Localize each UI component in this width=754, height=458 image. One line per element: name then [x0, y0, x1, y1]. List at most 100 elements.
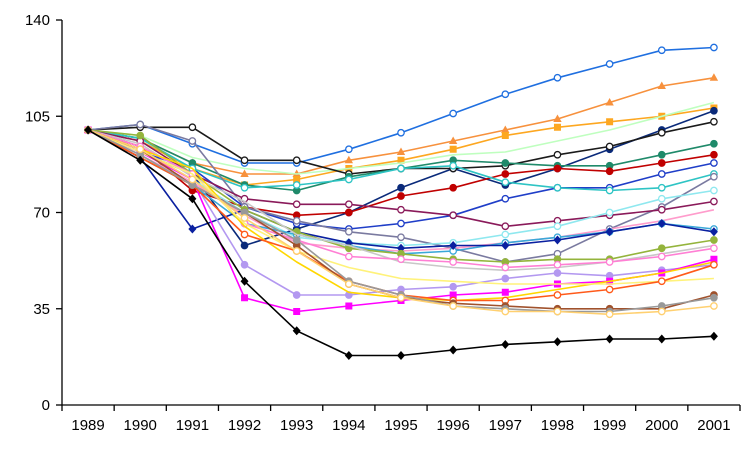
- x-tick-label: 1999: [593, 417, 626, 434]
- data-point: [397, 205, 405, 214]
- data-point: [136, 145, 145, 154]
- data-point: [344, 227, 353, 236]
- data-point: [710, 197, 718, 206]
- data-point: [710, 117, 718, 126]
- series-28: [84, 125, 718, 360]
- series-5: [88, 101, 715, 175]
- data-point: [605, 310, 614, 319]
- x-tick-label: 1990: [124, 417, 157, 434]
- data-point: [709, 227, 718, 237]
- data-point: [449, 282, 458, 291]
- data-point: [657, 159, 666, 167]
- data-point: [449, 211, 458, 220]
- data-point: [292, 236, 301, 244]
- data-point: [397, 192, 405, 200]
- data-point: [553, 222, 562, 231]
- data-point: [448, 136, 458, 144]
- y-axis: 0 35 70 105 140: [25, 12, 63, 414]
- data-point: [553, 260, 562, 269]
- series-23: [87, 129, 714, 285]
- data-point: [449, 345, 458, 355]
- data-point: [292, 216, 301, 225]
- x-tick-label: 1992: [228, 417, 261, 434]
- data-point: [188, 224, 197, 234]
- data-point: [345, 302, 353, 310]
- x-tick-label: 2001: [697, 417, 730, 434]
- data-point: [396, 147, 406, 155]
- data-point: [605, 285, 614, 294]
- data-point: [136, 131, 145, 140]
- data-point: [710, 260, 718, 269]
- data-point: [710, 43, 718, 52]
- data-point: [397, 293, 405, 302]
- data-point: [501, 340, 510, 349]
- data-point: [501, 194, 510, 203]
- data-point: [241, 294, 249, 302]
- data-point: [553, 183, 562, 192]
- data-point: [657, 334, 666, 344]
- data-point: [657, 219, 666, 228]
- data-point: [188, 137, 197, 145]
- data-point: [344, 208, 353, 217]
- data-point: [397, 164, 405, 173]
- x-tick-label: 1997: [489, 417, 522, 434]
- data-point: [553, 123, 561, 131]
- data-point: [292, 291, 301, 299]
- data-point: [449, 183, 458, 192]
- data-point: [449, 109, 458, 118]
- data-point: [344, 200, 353, 209]
- data-point: [709, 331, 718, 341]
- data-point: [344, 175, 353, 184]
- data-point: [657, 277, 666, 286]
- data-point: [710, 255, 718, 263]
- data-point: [605, 208, 614, 217]
- data-point: [397, 183, 405, 192]
- data-point: [501, 178, 510, 187]
- series-line: [87, 129, 714, 285]
- data-point: [710, 139, 718, 148]
- data-point: [397, 255, 405, 264]
- data-point: [657, 194, 666, 203]
- data-point: [240, 230, 249, 239]
- data-point: [657, 205, 666, 214]
- y-tick-label: 140: [25, 12, 50, 29]
- series-27: [84, 126, 718, 319]
- data-point: [344, 280, 353, 288]
- data-point: [553, 291, 562, 299]
- data-point: [501, 288, 509, 296]
- data-point: [553, 337, 562, 347]
- series-layer: [83, 43, 719, 360]
- data-point: [553, 114, 562, 122]
- data-point: [605, 334, 614, 344]
- x-tick-label: 1994: [332, 417, 365, 434]
- data-point: [344, 155, 354, 164]
- data-point: [292, 181, 301, 189]
- data-point: [188, 123, 197, 132]
- data-point: [657, 244, 666, 253]
- data-point: [397, 351, 405, 360]
- data-point: [553, 269, 562, 277]
- data-point: [710, 302, 718, 310]
- data-point: [292, 156, 301, 165]
- data-point: [605, 98, 614, 106]
- data-point: [553, 164, 562, 173]
- y-tick-label: 70: [33, 205, 50, 222]
- data-point: [657, 150, 666, 159]
- data-point: [605, 142, 614, 151]
- data-point: [449, 145, 457, 153]
- data-point: [240, 260, 249, 269]
- x-tick-label: 2000: [645, 417, 678, 434]
- data-point: [710, 159, 718, 167]
- data-point: [240, 214, 249, 222]
- data-point: [501, 170, 510, 178]
- data-point: [710, 236, 718, 244]
- data-point: [240, 241, 249, 250]
- data-point: [657, 307, 666, 316]
- data-point: [501, 90, 510, 99]
- data-point: [710, 293, 718, 302]
- data-point: [657, 170, 666, 178]
- data-point: [293, 308, 301, 315]
- data-point: [605, 227, 614, 237]
- data-point: [501, 263, 510, 272]
